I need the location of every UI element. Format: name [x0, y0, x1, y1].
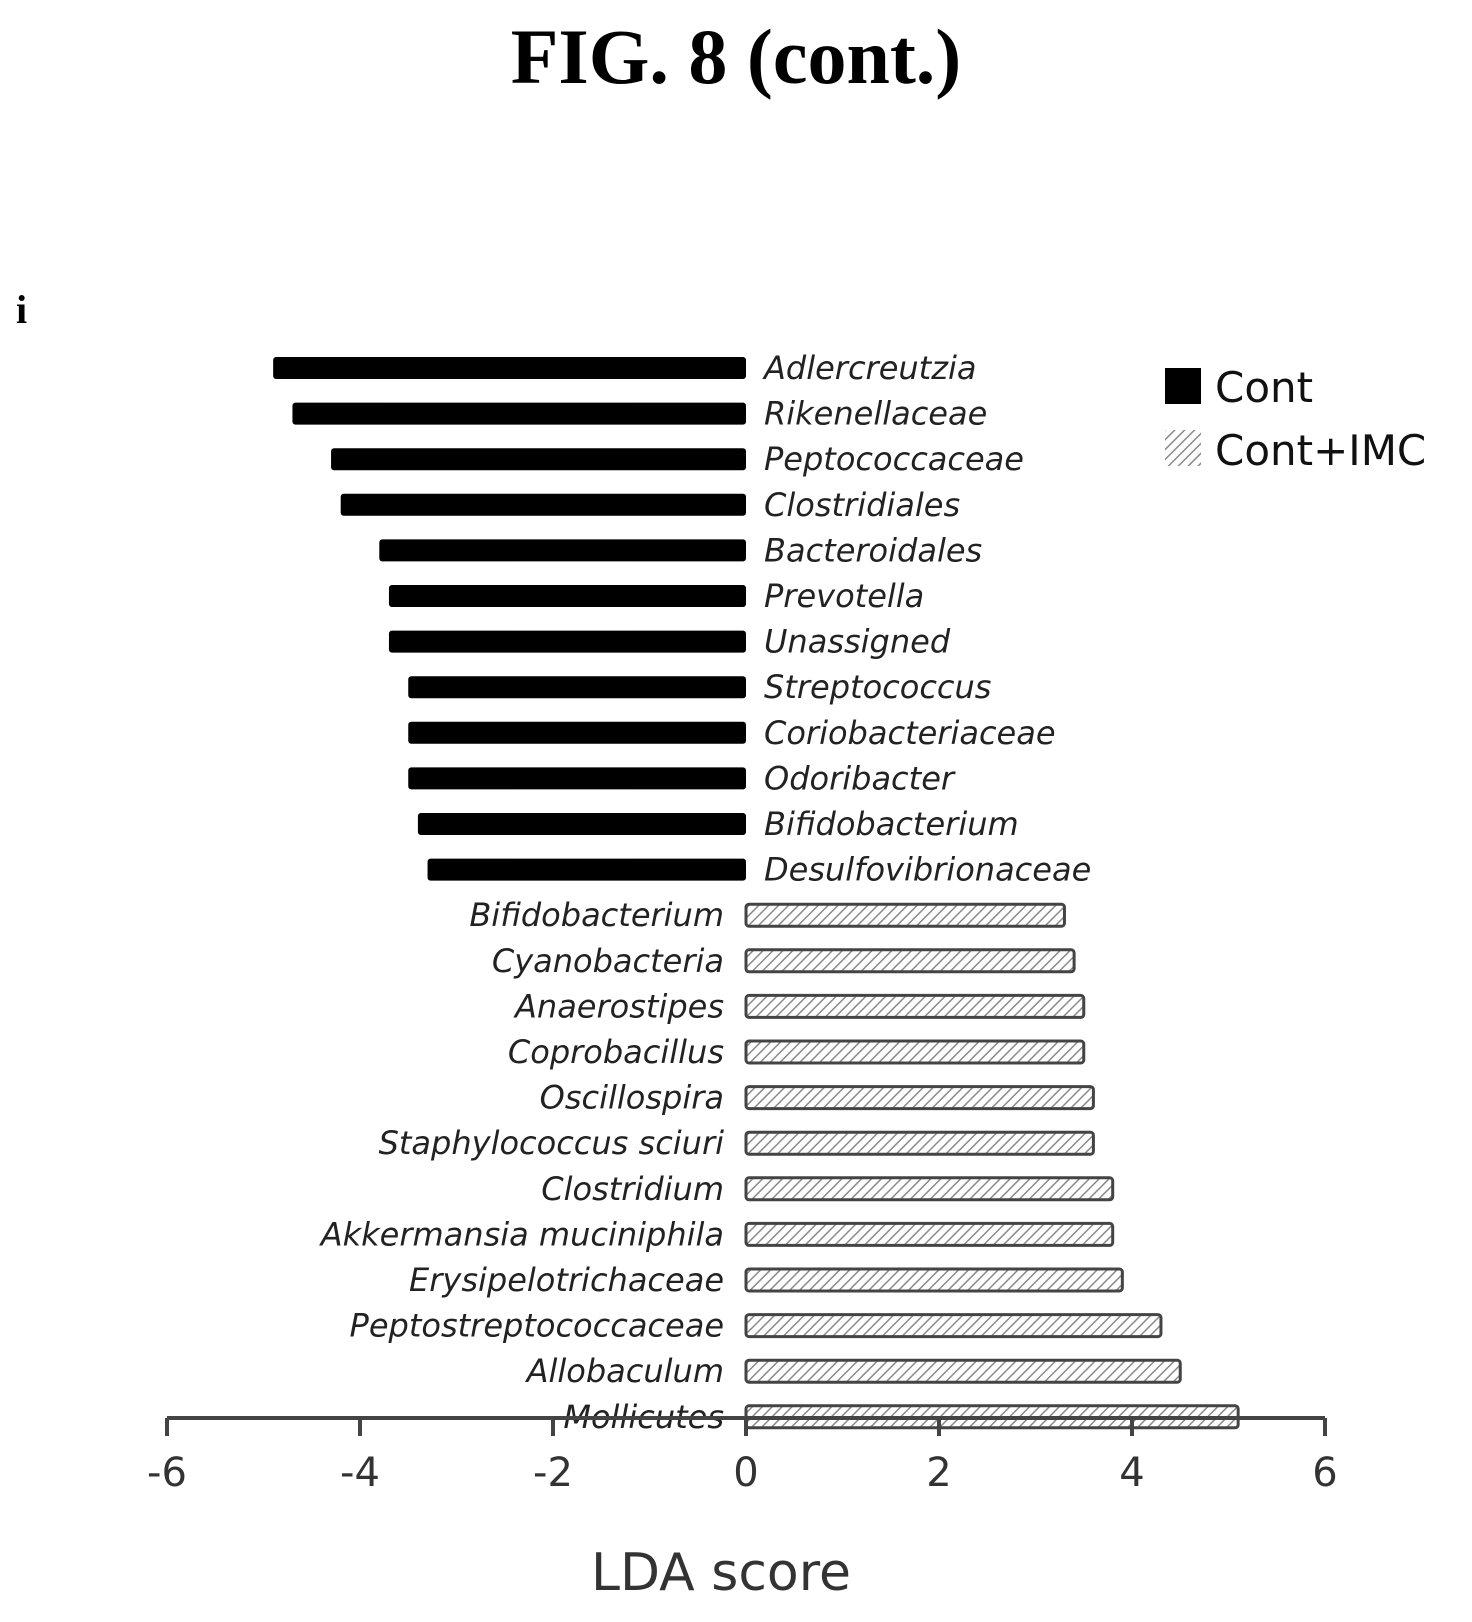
- bar-peptococcaceae-2: [331, 448, 746, 471]
- x-tick-label-3: 0: [733, 1450, 758, 1496]
- bar-bifidobacterium-10: [417, 813, 746, 835]
- category-label-coprobacillus-15: Coprobacillus: [508, 1033, 724, 1071]
- bar-odoribacter-9: [408, 767, 746, 790]
- bar-oscillospira-16: [744, 1085, 1095, 1111]
- category-label-clostridiales-3: Clostridiales: [764, 486, 960, 524]
- category-label-oscillospira-16: Oscillospira: [540, 1079, 724, 1117]
- category-label-adlercreutzia-0: Adlercreutzia: [762, 349, 977, 387]
- bar-cyanobacteria-13: [744, 948, 1076, 974]
- bar-bacteroidales-4: [379, 539, 746, 562]
- legend-label-cont: Cont: [1215, 363, 1313, 412]
- bar-adlercreutzia-0: [273, 357, 746, 379]
- bar-staphylococcus-sciuri-17: [744, 1130, 1095, 1156]
- figure-title: FIG. 8 (cont.): [510, 13, 962, 100]
- category-label-streptococcus-7: Streptococcus: [764, 668, 991, 706]
- bar-peptostreptococcaceae-21: [744, 1313, 1163, 1339]
- category-label-clostridium-18: Clostridium: [541, 1170, 724, 1208]
- bar-anaerostipes-14: [744, 993, 1086, 1019]
- category-label-akkermansia-muciniphila-19: Akkermansia muciniphila: [319, 1215, 724, 1253]
- legend-label-cont-imc: Cont+IMC: [1215, 426, 1426, 475]
- legend-swatch-cont: [1165, 368, 1201, 404]
- category-label-peptostreptococcaceae-21: Peptostreptococcaceae: [350, 1307, 724, 1345]
- bar-prevotella-5: [388, 585, 746, 607]
- category-label-bacteroidales-4: Bacteroidales: [764, 531, 982, 569]
- x-tick-label-5: 4: [1119, 1450, 1144, 1496]
- bar-coprobacillus-15: [744, 1039, 1086, 1065]
- panel-label: i: [16, 287, 28, 332]
- category-label-unassigned-6: Unassigned: [764, 623, 951, 661]
- category-label-odoribacter-9: Odoribacter: [764, 759, 956, 797]
- category-labels: Adlercreutzia Rikenellaceae Peptococcaceae…: [319, 349, 1092, 1436]
- category-label-cyanobacteria-13: Cyanobacteria: [492, 942, 724, 980]
- bar-erysipelotrichaceae-20: [744, 1267, 1124, 1293]
- bar-clostridiales-3: [340, 493, 746, 516]
- x-axis: -6 -4 -2 0 2 4 6: [147, 1416, 1338, 1496]
- bar-coriobacteriaceae-8: [408, 721, 746, 744]
- legend: Cont Cont+IMC: [1165, 363, 1426, 475]
- legend-swatch-cont-imc: [1165, 430, 1201, 466]
- bar-akkermansia-muciniphila-19: [744, 1221, 1115, 1247]
- x-tick-label-6: 6: [1312, 1450, 1337, 1496]
- bar-unassigned-6: [388, 630, 746, 653]
- category-label-bifidobacterium-10: Bifidobacterium: [764, 805, 1019, 843]
- bar-clostridium-18: [744, 1176, 1115, 1202]
- bar-desulfovibrionaceae-11: [427, 858, 746, 881]
- bar-streptococcus-7: [408, 676, 746, 699]
- x-tick-label-4: 2: [926, 1450, 951, 1496]
- category-label-allobaculum-22: Allobaculum: [525, 1352, 724, 1390]
- category-label-anaerostipes-14: Anaerostipes: [513, 987, 724, 1025]
- category-label-coriobacteriaceae-8: Coriobacteriaceae: [764, 714, 1056, 752]
- category-label-peptococcaceae-2: Peptococcaceae: [764, 440, 1024, 478]
- category-label-bifidobacterium-12: Bifidobacterium: [469, 896, 724, 934]
- category-label-prevotella-5: Prevotella: [764, 577, 924, 615]
- bars-layer: [273, 357, 1240, 1430]
- x-tick-label-0: -6: [147, 1450, 187, 1496]
- category-label-staphylococcus-sciuri-17: Staphylococcus sciuri: [379, 1124, 725, 1162]
- bar-allobaculum-22: [744, 1358, 1182, 1384]
- category-label-desulfovibrionaceae-11: Desulfovibrionaceae: [764, 851, 1091, 889]
- bar-bifidobacterium-12: [744, 902, 1066, 928]
- bar-rikenellaceae-1: [292, 402, 746, 425]
- x-tick-label-1: -4: [340, 1450, 380, 1496]
- x-axis-title: LDA score: [591, 1543, 851, 1603]
- category-label-rikenellaceae-1: Rikenellaceae: [764, 395, 987, 433]
- category-label-erysipelotrichaceae-20: Erysipelotrichaceae: [409, 1261, 724, 1299]
- x-tick-label-2: -2: [533, 1450, 573, 1496]
